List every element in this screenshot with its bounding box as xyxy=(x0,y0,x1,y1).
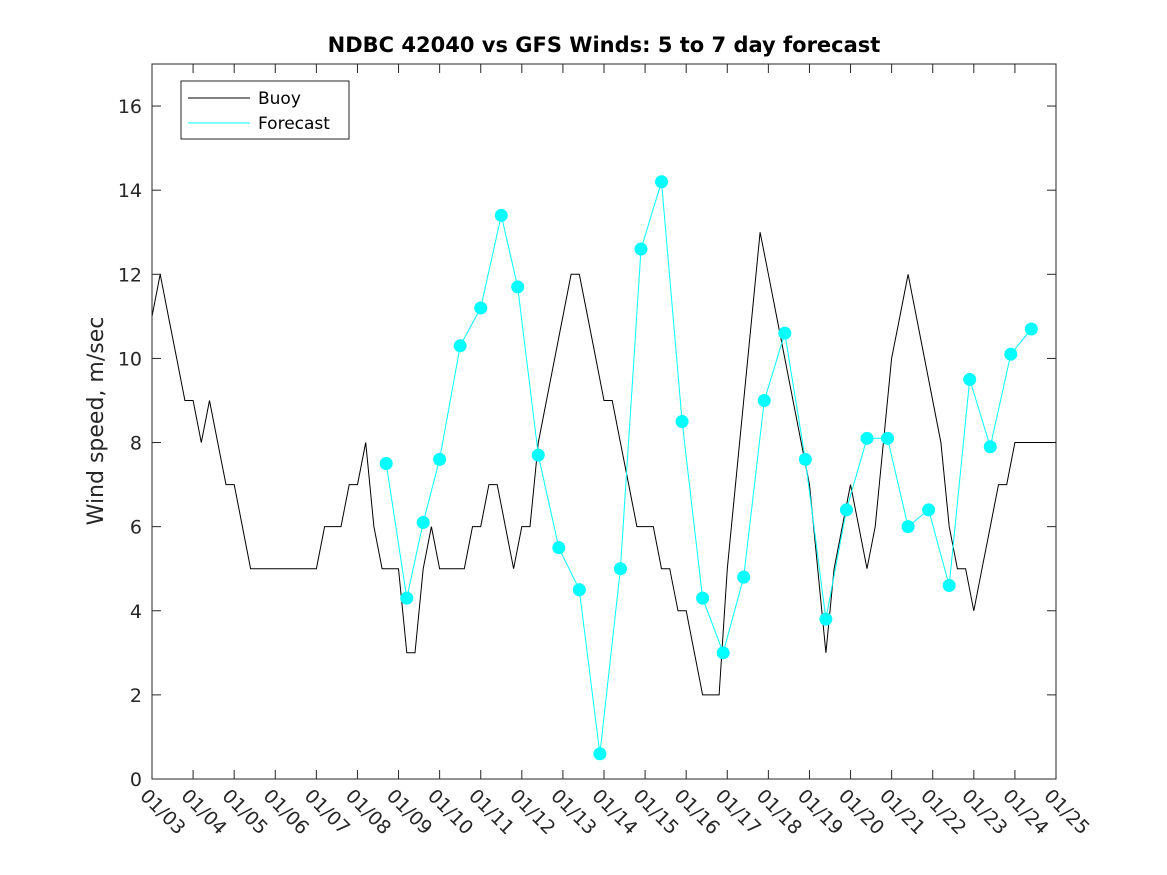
forecast-marker xyxy=(963,372,977,386)
legend-buoy-label: Buoy xyxy=(258,89,301,109)
forecast-marker xyxy=(453,339,467,353)
forecast-marker xyxy=(901,520,915,534)
y-tick-label: 6 xyxy=(130,517,142,539)
forecast-marker xyxy=(922,503,936,517)
forecast-marker xyxy=(552,541,566,555)
forecast-marker xyxy=(942,579,956,593)
forecast-marker xyxy=(433,452,447,466)
forecast-marker xyxy=(593,747,607,761)
forecast-marker xyxy=(860,431,874,445)
y-tick-label: 16 xyxy=(118,96,142,118)
legend: Buoy Forecast xyxy=(180,80,350,140)
forecast-marker xyxy=(819,612,833,626)
forecast-marker xyxy=(983,440,997,454)
forecast-marker xyxy=(716,646,730,660)
forecast-marker xyxy=(634,242,648,256)
forecast-marker xyxy=(531,448,545,462)
plot-area: 024681012141601/0301/0401/0501/0601/0701… xyxy=(118,63,1094,839)
y-tick-label: 2 xyxy=(130,685,142,707)
forecast-marker xyxy=(511,280,525,294)
forecast-marker xyxy=(572,583,586,597)
forecast-marker xyxy=(675,415,689,428)
y-tick-label: 0 xyxy=(130,769,142,791)
chart-title: NDBC 42040 vs GFS Winds: 5 to 7 day fore… xyxy=(328,33,881,57)
forecast-marker xyxy=(400,591,414,605)
y-tick-label: 14 xyxy=(118,180,142,202)
forecast-marker xyxy=(416,515,430,529)
forecast-marker xyxy=(1004,347,1018,361)
y-tick-label: 8 xyxy=(130,433,142,455)
plot-background xyxy=(152,64,1056,779)
axes-frame xyxy=(151,63,1057,780)
legend-forecast-label: Forecast xyxy=(258,114,330,134)
series-line-buoy xyxy=(152,232,1056,696)
forecast-marker xyxy=(1024,322,1038,336)
legend-box xyxy=(180,80,350,140)
forecast-marker xyxy=(474,301,488,315)
forecast-marker xyxy=(839,503,853,517)
forecast-marker xyxy=(655,175,669,189)
forecast-marker xyxy=(613,562,627,576)
forecast-marker xyxy=(778,326,792,340)
y-axis-label: Wind speed, m/sec xyxy=(84,317,109,526)
forecast-marker xyxy=(494,208,508,222)
forecast-marker xyxy=(757,393,771,407)
forecast-marker xyxy=(379,457,393,471)
y-tick-label: 10 xyxy=(118,348,142,370)
forecast-marker xyxy=(881,431,895,445)
forecast-marker xyxy=(696,591,710,605)
forecast-marker xyxy=(737,570,751,584)
forecast-marker xyxy=(798,452,812,466)
y-tick-label: 12 xyxy=(118,264,142,286)
y-tick-label: 4 xyxy=(130,601,142,623)
